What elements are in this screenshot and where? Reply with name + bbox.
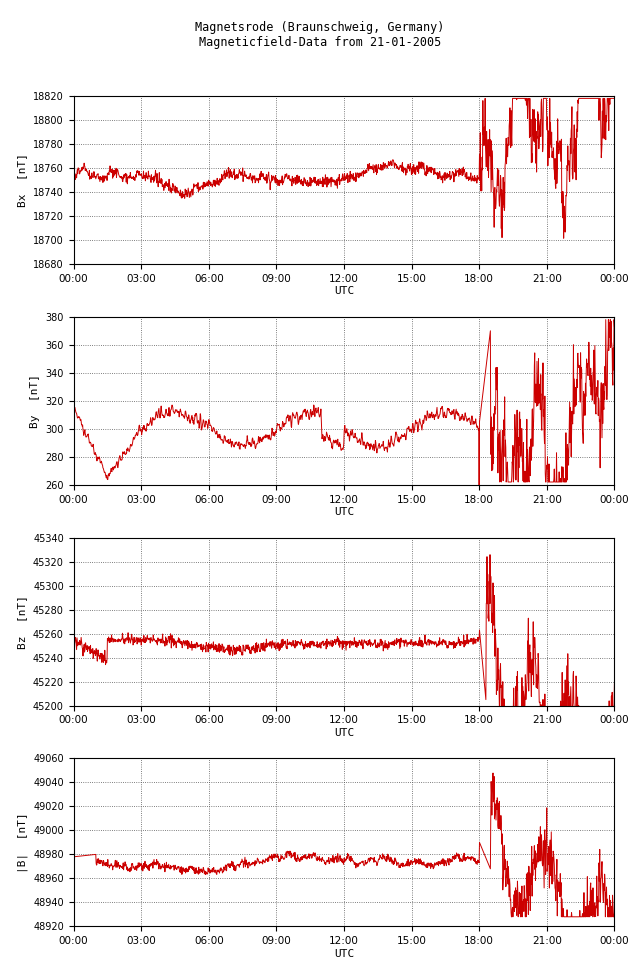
Text: Magnetsrode (Braunschweig, Germany): Magnetsrode (Braunschweig, Germany)	[195, 21, 445, 35]
Text: Magneticfield-Data from 21-01-2005: Magneticfield-Data from 21-01-2005	[199, 36, 441, 49]
X-axis label: UTC: UTC	[334, 286, 354, 297]
X-axis label: UTC: UTC	[334, 507, 354, 517]
X-axis label: UTC: UTC	[334, 728, 354, 738]
Y-axis label: By  [nT]: By [nT]	[30, 373, 40, 428]
Y-axis label: Bx  [nT]: Bx [nT]	[17, 153, 28, 207]
X-axis label: UTC: UTC	[334, 948, 354, 959]
Y-axis label: Bz  [nT]: Bz [nT]	[17, 594, 28, 649]
Y-axis label: |B|  [nT]: |B| [nT]	[17, 812, 28, 873]
